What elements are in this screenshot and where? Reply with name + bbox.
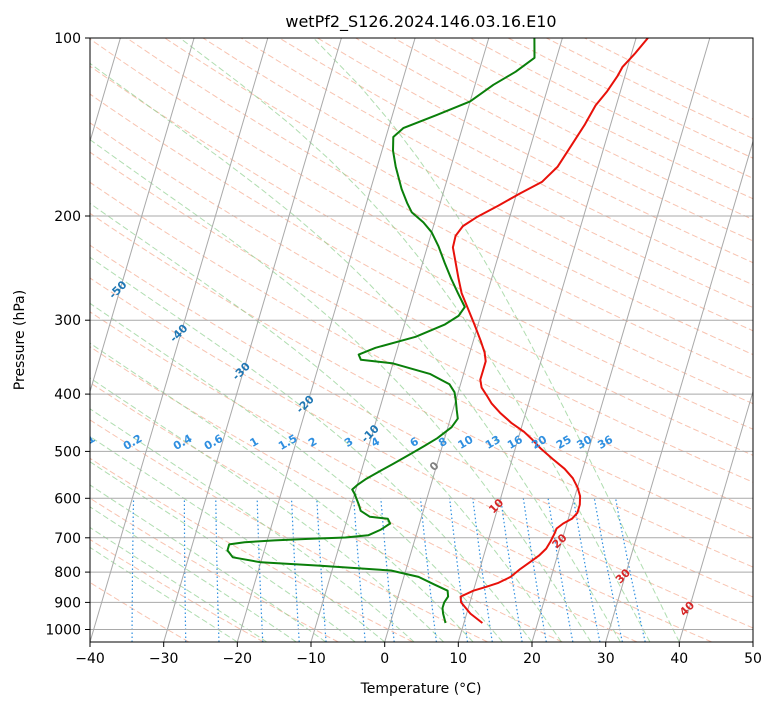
- isotherm-line: [605, 139, 753, 642]
- dry-adiabat-line: [126, 38, 753, 380]
- dry-adiabat-line: [90, 38, 753, 405]
- x-tick-label: −20: [223, 651, 253, 667]
- isotherm-line: [678, 389, 753, 642]
- x-tick-label: 0: [380, 651, 389, 667]
- y-tick-label: 800: [54, 565, 81, 581]
- temperature-profile: [451, 38, 649, 624]
- dry-adiabat-line: [90, 581, 190, 642]
- isotherm-line: [90, 38, 195, 394]
- chart-title: wetPf2_S126.2024.146.03.16.E10: [285, 12, 556, 32]
- x-tick-label: 10: [449, 651, 467, 667]
- dry-adiabat-line: [90, 346, 638, 642]
- y-tick-label: 1000: [45, 623, 81, 639]
- x-tick-label: 30: [597, 651, 615, 667]
- y-ticks: 100 200 300 400 500 600 700 800 900 1000: [45, 31, 90, 639]
- isotherm-line: [384, 38, 563, 642]
- y-tick-label: 700: [54, 531, 81, 547]
- y-tick-label: 900: [54, 595, 81, 611]
- y-axis-label: Pressure (hPa): [12, 290, 28, 390]
- profiles: [226, 38, 649, 624]
- dry-adiabat-line: [90, 419, 488, 642]
- dry-adiabat-line: [90, 311, 712, 642]
- pressure-gridlines: [90, 38, 753, 630]
- y-tick-label: 600: [54, 491, 81, 507]
- dry-adiabat-line: [202, 38, 753, 332]
- isotherm-line: [90, 38, 269, 642]
- x-axis-label: Temperature (°C): [360, 681, 482, 697]
- dry-adiabat-line: [90, 277, 753, 629]
- x-tick-label: −40: [75, 651, 105, 667]
- dry-adiabat-line: [90, 244, 753, 598]
- dry-adiabat-line: [90, 181, 753, 539]
- x-tick-label: 50: [744, 651, 762, 667]
- isotherm-line: [90, 38, 121, 144]
- x-tick-label: 40: [670, 651, 688, 667]
- dry-adiabat-line: [90, 151, 753, 511]
- moist-adiabat-line: [179, 38, 651, 642]
- dry-adiabat-line: [90, 382, 563, 642]
- isotherm-line: [457, 38, 637, 642]
- y-tick-label: 100: [54, 31, 81, 47]
- dry-adiabat-line: [90, 538, 264, 642]
- dry-adiabat-line: [90, 93, 753, 456]
- y-tick-label: 400: [54, 387, 81, 403]
- dry-adiabat-line: [90, 122, 753, 483]
- dry-adiabat-line: [90, 65, 753, 430]
- x-ticks: −40 −30 −20 −10 0 10 20 30 40 50: [75, 642, 762, 667]
- mixing-ratio-label: 0.1: [74, 432, 97, 453]
- isotherm-line: [310, 38, 490, 642]
- isotherm-line: [163, 38, 342, 642]
- x-tick-label: −10: [296, 651, 326, 667]
- y-tick-label: 300: [54, 313, 81, 329]
- isotherms: [90, 38, 753, 642]
- x-tick-label: −30: [149, 651, 179, 667]
- isotherm-line: [531, 38, 711, 642]
- y-tick-label: 200: [54, 209, 81, 225]
- plot-frame: [89, 37, 754, 643]
- y-tick-label: 500: [54, 444, 81, 460]
- x-tick-label: 20: [523, 651, 541, 667]
- dewpoint-profile: [226, 38, 536, 624]
- dry-adiabat-line: [279, 38, 753, 286]
- moist-adiabat-line: [90, 408, 415, 642]
